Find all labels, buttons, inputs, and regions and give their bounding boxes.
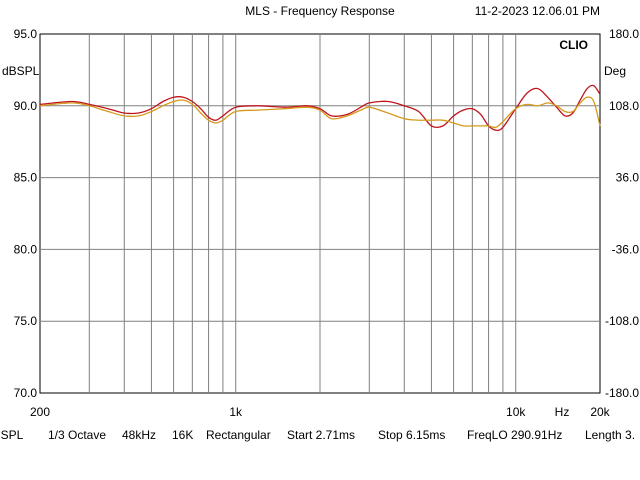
y2-tick-label: 108.0 [609, 99, 639, 113]
timestamp: 11-2-2023 12.06.01 PM [475, 4, 600, 18]
tick-labels: 95.0 90.0 85.0 80.0 75.0 70.0 180.0 108.0 36.0 -3… [14, 27, 640, 419]
y-tick-label: 95.0 [14, 27, 38, 41]
x-tick-label: 1k [229, 405, 243, 419]
settings-footer: dBSPL 1/3 Octave 48kHz 16K Rectangular Start … [0, 428, 635, 442]
series-line-1 [39, 84, 601, 132]
grid [40, 34, 600, 393]
y2-tick-label: -36.0 [612, 242, 640, 256]
y2-tick-label: -180.0 [605, 386, 639, 400]
footer-item: FreqLO 290.91Hz [467, 428, 562, 442]
y2-tick-label: 36.0 [616, 171, 640, 185]
footer-item: 16K [172, 428, 193, 442]
chart-title: MLS - Frequency Response [245, 4, 395, 18]
footer-item: 1/3 Octave [48, 428, 106, 442]
x-tick-label: 20k [590, 405, 610, 419]
y2-axis-label: Deg [604, 64, 626, 78]
y-tick-label: 70.0 [14, 386, 38, 400]
y2-tick-label: -108.0 [605, 314, 639, 328]
x-tick-label: 200 [30, 405, 50, 419]
y-tick-label: 75.0 [14, 314, 38, 328]
footer-item: dBSPL [0, 428, 24, 442]
footer-item: 48kHz [122, 428, 156, 442]
footer-item: Rectangular [206, 428, 271, 442]
y-tick-label: 85.0 [14, 171, 38, 185]
y-axis-label: dBSPL [2, 64, 40, 78]
x-unit-label: Hz [555, 405, 570, 419]
footer-item: Start 2.71ms [287, 428, 355, 442]
y-tick-label: 90.0 [14, 99, 38, 113]
y2-tick-label: 180.0 [609, 27, 639, 41]
y-tick-label: 80.0 [14, 242, 38, 256]
footer-item: Stop 6.15ms [378, 428, 445, 442]
footer-item: Length 3. [585, 428, 635, 442]
series-layer [39, 84, 601, 132]
clio-brand: CLIO [559, 38, 588, 52]
x-tick-label: 10k [506, 405, 526, 419]
series-line-2 [39, 96, 601, 129]
